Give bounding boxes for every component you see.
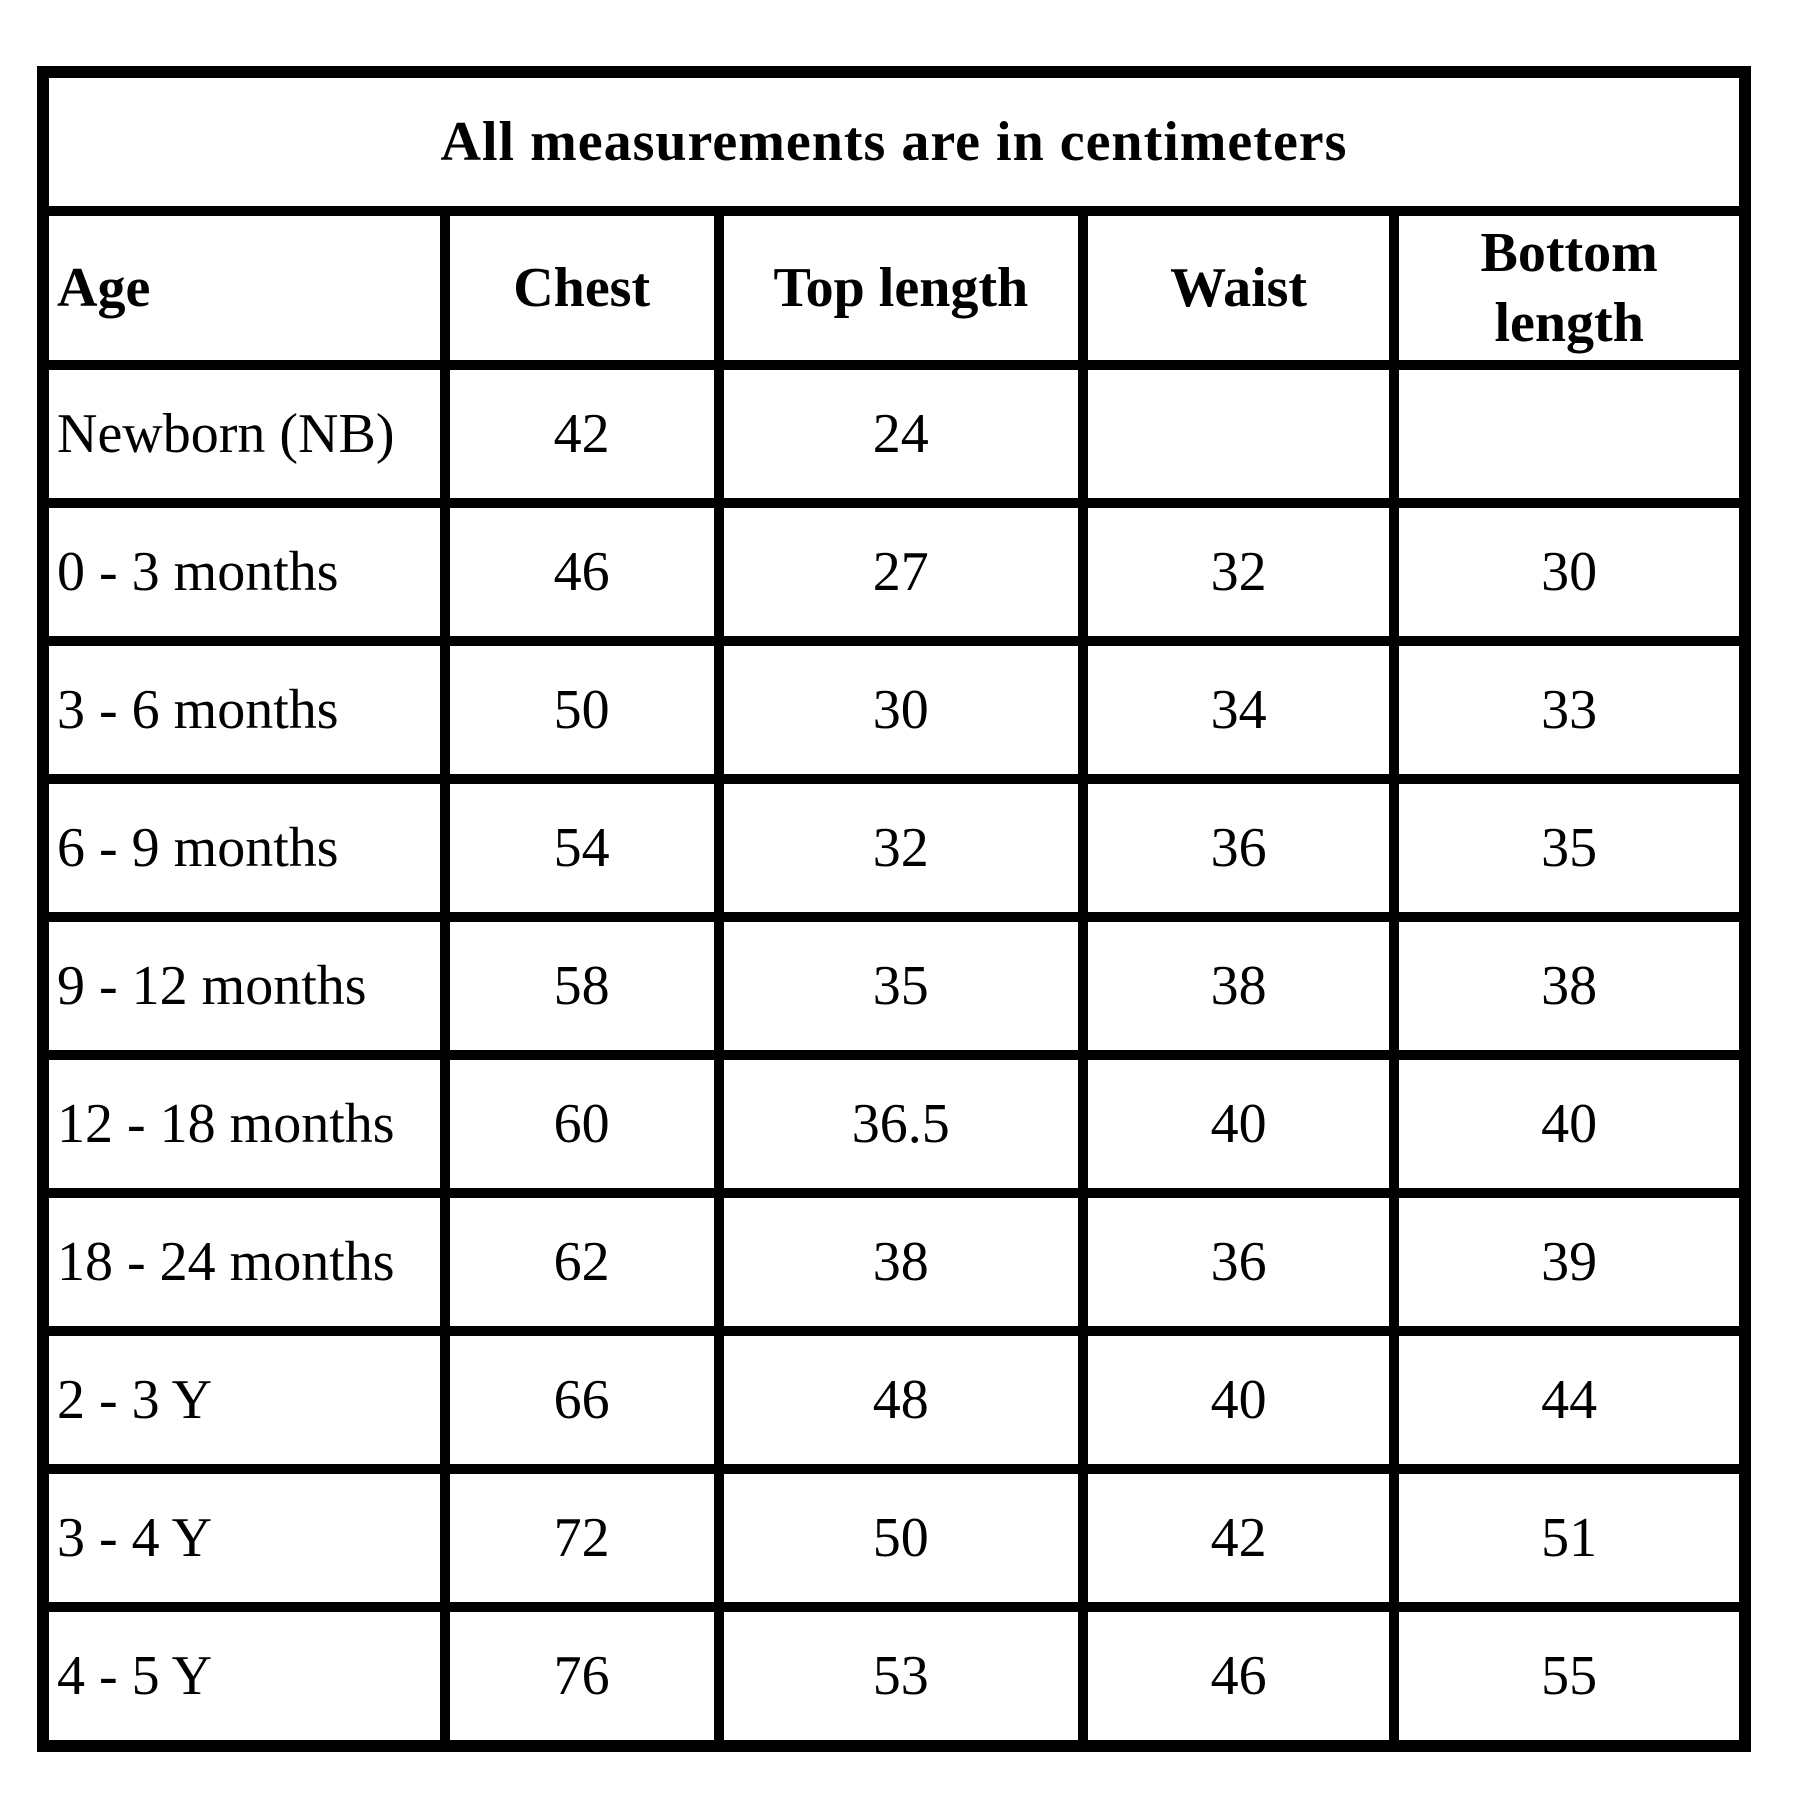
table-title: All measurements are in centimeters <box>38 67 1750 216</box>
measurement-value-cell: 54 <box>439 774 724 922</box>
measurement-value-cell: 48 <box>713 1326 1088 1474</box>
measurement-value-cell: 32 <box>1077 498 1400 646</box>
table-row: 2 - 3 Y 66 48 40 44 <box>38 1326 1750 1474</box>
measurement-value-cell: 44 <box>1389 1326 1750 1474</box>
age-label-cell: 2 - 3 Y <box>38 1326 450 1474</box>
measurement-value-cell: 36 <box>1077 774 1400 922</box>
measurement-value-cell: 35 <box>713 912 1088 1060</box>
table-row: 4 - 5 Y 76 53 46 55 <box>38 1602 1750 1751</box>
measurement-value-cell: 30 <box>1389 498 1750 646</box>
table-row: 9 - 12 months 58 35 38 38 <box>38 912 1750 1060</box>
measurement-value-cell: 24 <box>713 360 1088 508</box>
measurement-value-cell: 34 <box>1077 636 1400 784</box>
size-chart-table: All measurements are in centimeters Age … <box>37 66 1751 1752</box>
age-label-cell: 12 - 18 months <box>38 1050 450 1198</box>
table-row: 12 - 18 months 60 36.5 40 40 <box>38 1050 1750 1198</box>
column-header-top-length: Top length <box>713 206 1088 370</box>
measurement-value-cell: 32 <box>713 774 1088 922</box>
age-label-cell: 3 - 4 Y <box>38 1464 450 1612</box>
table-row: 3 - 4 Y 72 50 42 51 <box>38 1464 1750 1612</box>
table-row: 18 - 24 months 62 38 36 39 <box>38 1188 1750 1336</box>
measurement-value-cell <box>1077 360 1400 508</box>
measurement-value-cell: 46 <box>439 498 724 646</box>
measurement-value-cell: 76 <box>439 1602 724 1751</box>
measurement-value-cell: 36 <box>1077 1188 1400 1336</box>
age-label-cell: 0 - 3 months <box>38 498 450 646</box>
measurement-value-cell: 33 <box>1389 636 1750 784</box>
age-label-cell: 18 - 24 months <box>38 1188 450 1336</box>
column-header-bottom-length: Bottom length <box>1389 206 1750 370</box>
measurement-value-cell: 72 <box>439 1464 724 1612</box>
table-row: 6 - 9 months 54 32 36 35 <box>38 774 1750 922</box>
measurement-value-cell: 66 <box>439 1326 724 1474</box>
age-label-cell: 9 - 12 months <box>38 912 450 1060</box>
age-label-cell: 6 - 9 months <box>38 774 450 922</box>
measurement-value-cell: 50 <box>713 1464 1088 1612</box>
age-label-cell: 3 - 6 months <box>38 636 450 784</box>
measurement-value-cell: 50 <box>439 636 724 784</box>
measurement-value-cell: 38 <box>713 1188 1088 1336</box>
measurement-value-cell: 38 <box>1077 912 1400 1060</box>
title-row: All measurements are in centimeters <box>38 67 1750 216</box>
header-row: Age Chest Top length Waist Bottom length <box>38 206 1750 370</box>
measurement-value-cell: 60 <box>439 1050 724 1198</box>
measurement-value-cell: 27 <box>713 498 1088 646</box>
measurement-value-cell: 40 <box>1389 1050 1750 1198</box>
measurement-value-cell: 53 <box>713 1602 1088 1751</box>
measurement-value-cell: 58 <box>439 912 724 1060</box>
measurement-value-cell: 36.5 <box>713 1050 1088 1198</box>
table-row: 3 - 6 months 50 30 34 33 <box>38 636 1750 784</box>
measurement-value-cell: 35 <box>1389 774 1750 922</box>
measurement-value-cell: 40 <box>1077 1326 1400 1474</box>
table-row: Newborn (NB) 42 24 <box>38 360 1750 508</box>
age-label-cell: 4 - 5 Y <box>38 1602 450 1751</box>
column-header-waist: Waist <box>1077 206 1400 370</box>
measurement-value-cell <box>1389 360 1750 508</box>
table-row: 0 - 3 months 46 27 32 30 <box>38 498 1750 646</box>
measurement-value-cell: 42 <box>439 360 724 508</box>
measurement-value-cell: 30 <box>713 636 1088 784</box>
measurement-value-cell: 39 <box>1389 1188 1750 1336</box>
column-header-age: Age <box>38 206 450 370</box>
measurement-value-cell: 38 <box>1389 912 1750 1060</box>
age-label-cell: Newborn (NB) <box>38 360 450 508</box>
measurement-value-cell: 55 <box>1389 1602 1750 1751</box>
measurement-value-cell: 40 <box>1077 1050 1400 1198</box>
measurement-value-cell: 42 <box>1077 1464 1400 1612</box>
measurement-value-cell: 51 <box>1389 1464 1750 1612</box>
measurement-value-cell: 46 <box>1077 1602 1400 1751</box>
size-table-body: Newborn (NB) 42 24 0 - 3 months 46 27 32 30 3 - … <box>38 360 1750 1751</box>
measurement-value-cell: 62 <box>439 1188 724 1336</box>
column-header-chest: Chest <box>439 206 724 370</box>
